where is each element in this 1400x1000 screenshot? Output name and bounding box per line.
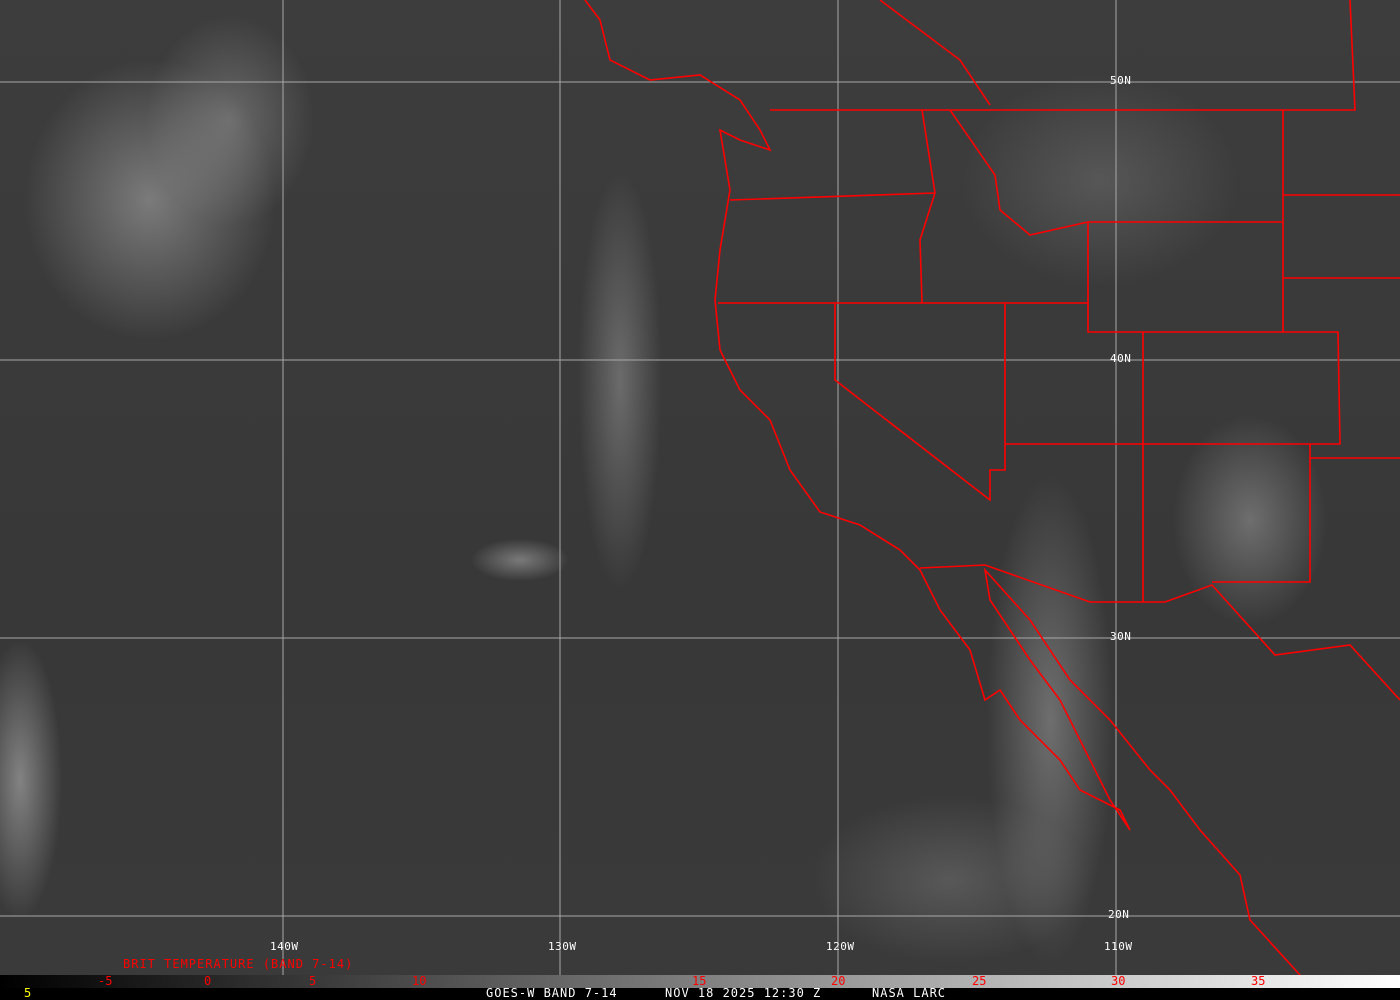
lon-label-110w: 110W	[1104, 940, 1133, 953]
lon-label-140w: 140W	[270, 940, 299, 953]
data-source: NASA LARC	[872, 986, 947, 1000]
lat-label-40n: 40N	[1110, 352, 1132, 365]
colorbar	[0, 975, 1400, 988]
lat-label-20n: 20N	[1108, 908, 1130, 921]
colorbar-tick: 15	[692, 974, 707, 988]
satellite-name: GOES-W BAND 7-14	[486, 986, 618, 1000]
canada-border	[770, 0, 1400, 332]
colorbar-tick: -5	[98, 974, 113, 988]
colorbar-tick: 35	[1251, 974, 1266, 988]
lat-lon-grid	[0, 0, 1400, 975]
borders	[584, 0, 1400, 975]
colorbar-tick: 25	[972, 974, 987, 988]
map-overlay	[0, 0, 1400, 975]
lon-label-120w: 120W	[826, 940, 855, 953]
colorbar-title: BRIT TEMPERATURE (BAND 7-14)	[123, 957, 354, 971]
us-mexico-border	[919, 564, 1400, 701]
colorbar-tick: 20	[831, 974, 846, 988]
coastline	[584, 0, 1301, 975]
state-borders	[718, 109, 1400, 602]
colorbar-tick: 5	[309, 974, 317, 988]
satellite-imagery	[0, 0, 1400, 975]
footer-left-value: 5	[24, 986, 33, 1000]
colorbar-tick: 0	[204, 974, 212, 988]
lon-label-130w: 130W	[548, 940, 577, 953]
lat-label-30n: 30N	[1110, 630, 1132, 643]
colorbar-tick: 30	[1111, 974, 1126, 988]
colorbar-tick: 10	[412, 974, 427, 988]
image-datetime: NOV 18 2025 12:30 Z	[665, 986, 822, 1000]
lat-label-50n: 50N	[1110, 74, 1132, 87]
footer-bar	[0, 988, 1400, 1000]
